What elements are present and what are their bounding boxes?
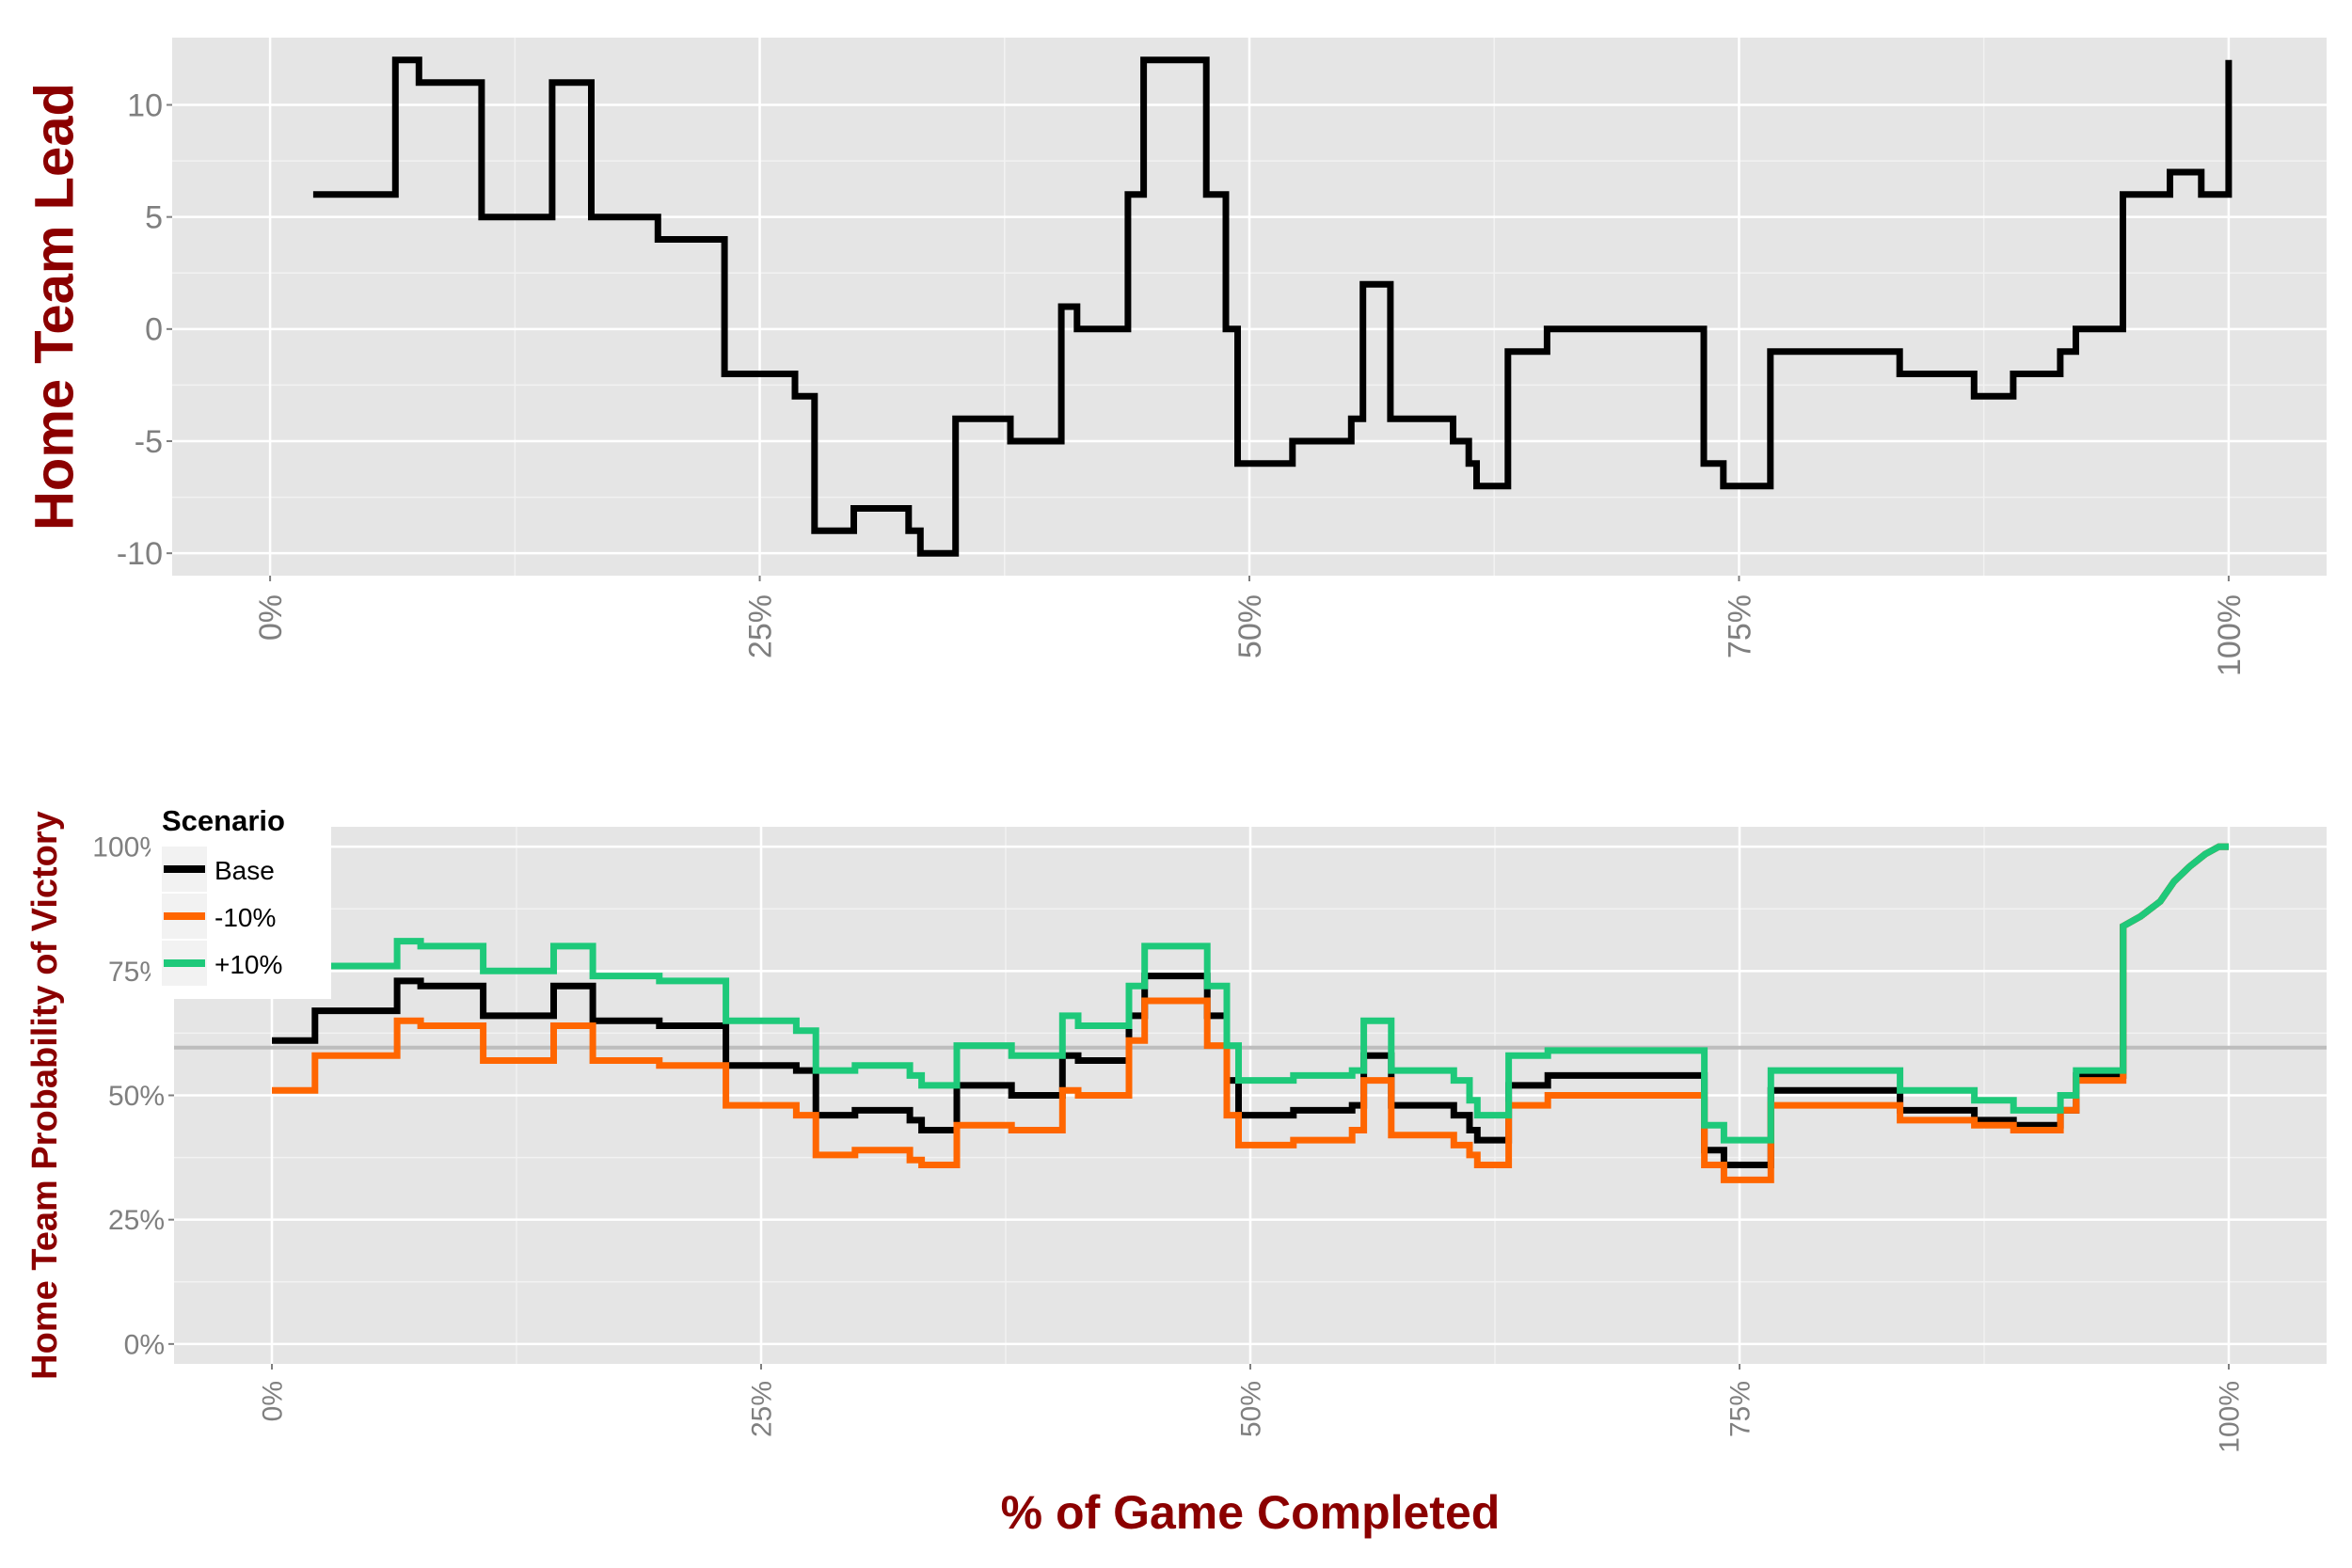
lead-y-tick-label: -10 — [117, 536, 163, 572]
probability-x-axis-title: % of Game Completed — [1001, 1486, 1501, 1539]
lead-y-axis-title: Home Team Lead — [24, 83, 85, 531]
lead-x-tick-label: 50% — [1232, 594, 1268, 658]
legend-title: Scenario — [162, 804, 285, 837]
probability-chart-panel: 0%25%50%75%100%0% 25% 50% 75% 100%Home Team … — [25, 811, 2327, 1539]
legend-entry-label: +10% — [215, 950, 282, 979]
lead-x-tick-label: 0% — [253, 594, 289, 641]
lead-x-tick-label: 100% — [2212, 594, 2248, 676]
lead-x-tick-label: 75% — [1722, 594, 1757, 658]
probability-x-tick-label: 0% — [258, 1381, 289, 1421]
lead-series-line-series0 — [312, 56, 2233, 557]
scenario-legend: Scenario Base -10% +10% — [151, 801, 331, 999]
lead-y-tick-label: 5 — [145, 200, 163, 236]
lead-y-tick-label: 10 — [127, 87, 163, 123]
probability-series-line-base — [272, 843, 2229, 1168]
legend-entry-label: Base — [215, 856, 275, 885]
lead-x-tick-label: 25% — [742, 594, 778, 658]
legend-entry-label: -10% — [215, 903, 276, 932]
probability-y-tick-label: 25% — [108, 1205, 165, 1236]
lead-y-tick-label: 0 — [145, 312, 163, 348]
probability-series-line-10 — [272, 843, 2229, 1183]
probability-x-tick-label: 75% — [1725, 1381, 1756, 1437]
probability-y-tick-label: 0% — [124, 1329, 165, 1360]
lead-y-tick-label: -5 — [135, 424, 163, 460]
probability-y-tick-label: 50% — [108, 1081, 165, 1112]
probability-x-tick-label: 25% — [747, 1381, 778, 1437]
probability-series-line-10 — [272, 843, 2229, 1144]
probability-y-axis-title: Home Team Probability of Victory — [25, 811, 65, 1380]
probability-x-tick-label: 100% — [2215, 1381, 2246, 1453]
probability-x-tick-label: 50% — [1236, 1381, 1267, 1437]
